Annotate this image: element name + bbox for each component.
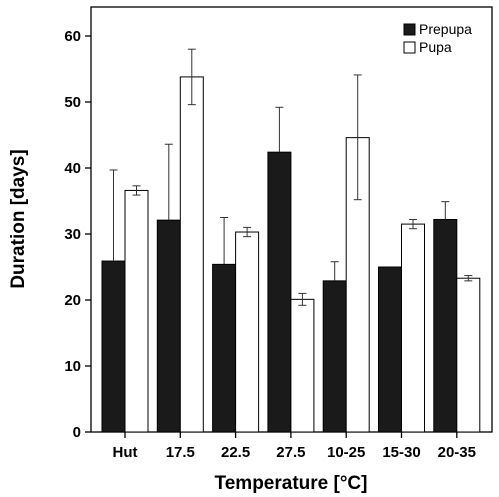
- bar-prepupa: [156, 219, 181, 433]
- x-axis-ticks: Hut 17.5 22.5 27.5 10-25 15-30 20-35: [113, 432, 476, 461]
- bar-prepupa: [267, 151, 292, 433]
- x-tick-label: 15-30: [382, 444, 420, 461]
- bar-pupa: [179, 76, 204, 433]
- x-tick-label: 22.5: [221, 444, 250, 461]
- y-tick-label: 30: [64, 226, 81, 243]
- x-tick-label: 10-25: [327, 444, 365, 461]
- x-tick-label: 20-35: [438, 444, 476, 461]
- bar-pupa: [401, 223, 425, 433]
- x-tick-label: 17.5: [166, 444, 195, 461]
- x-axis-title: Temperature [°C]: [215, 473, 368, 494]
- y-axis-ticks: 0 10 20 30 40 50 60: [64, 28, 91, 441]
- y-tick-label: 50: [64, 94, 81, 111]
- bar-prepupa: [101, 260, 126, 433]
- y-tick-label: 60: [64, 28, 81, 45]
- bar-prepupa: [378, 266, 402, 433]
- y-tick-label: 20: [64, 292, 81, 309]
- bar-prepupa: [433, 218, 458, 433]
- bar-group: [101, 76, 481, 433]
- bar-pupa: [290, 298, 315, 433]
- bar-prepupa: [212, 263, 237, 433]
- y-axis-title: Duration [days]: [8, 149, 29, 288]
- bar-pupa: [124, 189, 149, 433]
- bar-prepupa: [322, 280, 347, 433]
- legend-swatch-prepupa: [403, 23, 416, 36]
- y-tick-label: 10: [64, 358, 81, 375]
- x-tick-label: Hut: [113, 444, 138, 461]
- error-bar-group: [109, 48, 473, 306]
- y-tick-label: 0: [73, 424, 81, 441]
- bar-pupa: [235, 231, 260, 433]
- legend-label-prepupa: Prepupa: [419, 21, 472, 37]
- x-tick-label: 27.5: [276, 444, 305, 461]
- legend-label-pupa: Pupa: [419, 39, 452, 55]
- legend: Prepupa Pupa: [403, 21, 472, 55]
- legend-swatch-pupa: [403, 41, 416, 54]
- y-tick-label: 40: [64, 160, 81, 177]
- bar-pupa: [456, 277, 481, 433]
